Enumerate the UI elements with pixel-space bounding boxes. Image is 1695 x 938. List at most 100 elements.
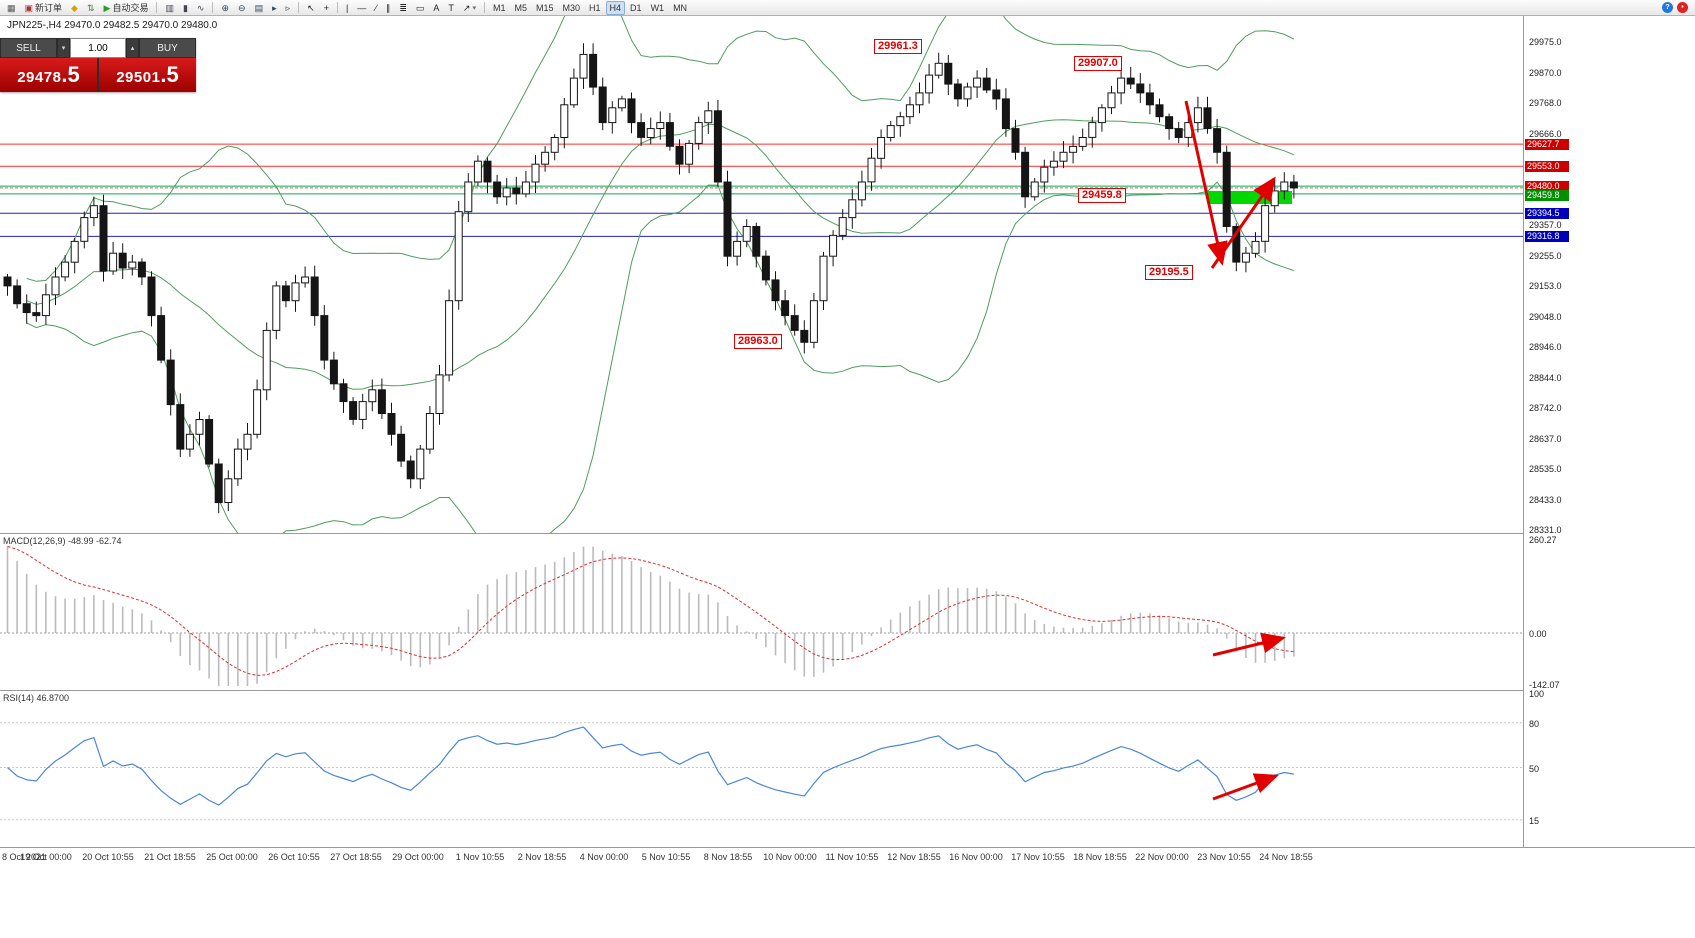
price-axis-label: 28844.0 xyxy=(1529,372,1562,383)
toolbar-separator xyxy=(336,2,338,13)
macd-panel-svg[interactable] xyxy=(0,534,1523,689)
toolbar: ▦ ▣ 新订单 ◆ ⇅ ▶ 自动交易 ▥ ▮ ∿ ⊕ ⊖ ▤ ▸ ▹ ↖ + | ― ∕ ∥ ≣ ▭ A T ↗ ▾ M1 M5 M15 M… xyxy=(0,0,1695,16)
price-axis-label: 28331.0 xyxy=(1529,524,1562,535)
community-icon[interactable]: ? xyxy=(1662,2,1673,13)
time-axis-label: 5 Nov 10:55 xyxy=(641,852,691,862)
trendline-icon[interactable]: ∕ xyxy=(375,2,377,13)
price-axis-badge: 29553.0 xyxy=(1525,161,1569,173)
time-axis[interactable]: 8 Oct 2021 19 Oct 00:00 20 Oct 10:55 21 Oct… xyxy=(0,847,1695,869)
time-axis-label: 10 Nov 00:00 xyxy=(763,852,817,862)
auto-trading-button[interactable]: ▶ 自动交易 xyxy=(103,2,149,14)
rsi-trend-arrow[interactable] xyxy=(1212,773,1279,801)
time-axis-label: 23 Nov 10:55 xyxy=(1197,852,1251,862)
time-axis-label: 22 Nov 00:00 xyxy=(1135,852,1189,862)
line-chart-icon[interactable]: ∿ xyxy=(196,2,205,13)
price-axis[interactable]: 29975.0 29870.0 29768.0 29666.0 29357.0 29255… xyxy=(1523,16,1695,847)
panel-separator[interactable] xyxy=(0,533,1695,534)
rsi-axis-label: 80 xyxy=(1529,718,1540,729)
equidistant-channel-icon[interactable]: ∥ xyxy=(385,2,391,13)
volume-increase-button[interactable]: ▴ xyxy=(126,38,139,58)
rsi-axis-label: 50 xyxy=(1529,763,1540,774)
time-axis-label: 19 Oct 00:00 xyxy=(20,852,72,862)
cursor-icon[interactable]: ↖ xyxy=(307,2,315,13)
price-axis-label: 28433.0 xyxy=(1529,494,1562,505)
bar-chart-icon[interactable]: ▥ xyxy=(165,2,174,13)
time-axis-label: 8 Nov 18:55 xyxy=(703,852,753,862)
price-axis-label: 29870.0 xyxy=(1529,68,1562,79)
trade-panel-header: SELL ▾ ▴ BUY xyxy=(0,38,196,58)
chart-list-icon[interactable]: ⇅ xyxy=(86,2,95,13)
timeframe-d1[interactable]: D1 xyxy=(630,2,642,13)
main-chart-panel[interactable]: JPN225-,H4 29470.0 29482.5 29470.0 29480… xyxy=(0,16,1523,533)
horizontal-line-icon[interactable]: ― xyxy=(357,2,367,13)
candlestick-series xyxy=(3,43,1298,514)
market-watch-icon[interactable]: ◆ xyxy=(71,2,78,13)
auto-scroll-icon[interactable]: ▸ xyxy=(272,2,277,13)
zoom-out-icon[interactable]: ⊖ xyxy=(238,2,246,13)
time-axis-label: 17 Nov 10:55 xyxy=(1011,852,1065,862)
price-axis-label: 29048.0 xyxy=(1529,312,1562,323)
time-axis-label: 21 Oct 18:55 xyxy=(144,852,196,862)
text-icon[interactable]: A xyxy=(433,2,440,13)
trend-arrows[interactable] xyxy=(1184,100,1276,269)
volume-input[interactable] xyxy=(70,38,126,58)
price-axis-badge: 29316.8 xyxy=(1525,231,1569,243)
buy-price-value: 29501 xyxy=(116,69,161,86)
sell-button[interactable]: SELL xyxy=(0,38,57,58)
rsi-panel-svg[interactable] xyxy=(0,691,1523,846)
price-axis-badge: 29480.0 xyxy=(1525,181,1569,193)
toolbar-right-items: ? • xyxy=(1662,2,1692,13)
time-axis-label: 4 Nov 00:00 xyxy=(579,852,629,862)
sell-price-fraction: .5 xyxy=(61,62,80,87)
rsi-label: RSI(14) 46.8700 xyxy=(3,693,70,703)
highlight-zone[interactable] xyxy=(1208,191,1292,204)
bollinger-bands xyxy=(26,16,1295,533)
buy-price-button[interactable]: 29501 .5 xyxy=(99,58,196,92)
text-label-icon[interactable]: T xyxy=(448,2,454,13)
price-axis-label: 29255.0 xyxy=(1529,250,1562,261)
timeframe-h1[interactable]: H1 xyxy=(589,2,601,13)
chart-shift-icon[interactable]: ▹ xyxy=(285,2,291,13)
candlestick-chart-icon[interactable]: ▮ xyxy=(182,2,188,13)
timeframe-h4[interactable]: H4 xyxy=(605,0,626,15)
timeframe-m5[interactable]: M5 xyxy=(514,2,527,13)
crosshair-icon[interactable]: + xyxy=(323,2,329,13)
timeframe-m30[interactable]: M30 xyxy=(562,2,581,13)
timeframe-m15[interactable]: M15 xyxy=(535,2,554,13)
timeframe-w1[interactable]: W1 xyxy=(650,2,665,13)
time-axis-label: 8 Oct 2021 xyxy=(2,852,47,862)
macd-signal-line xyxy=(7,545,1294,676)
price-axis-badge: 29394.5 xyxy=(1525,208,1569,220)
timeframe-mn[interactable]: MN xyxy=(673,2,688,13)
price-axis-badge: 29459.8 xyxy=(1525,190,1569,202)
arrows-tool-icon[interactable]: ↗ ▾ xyxy=(462,2,476,13)
toolbar-separator xyxy=(298,2,300,13)
price-axis-label: 28742.0 xyxy=(1529,402,1562,413)
fibonacci-icon[interactable]: ≣ xyxy=(399,2,407,13)
panel-separator[interactable] xyxy=(0,690,1695,691)
tile-windows-icon[interactable]: ▤ xyxy=(254,2,264,13)
buy-button[interactable]: BUY xyxy=(139,38,196,58)
sell-price-button[interactable]: 29478 .5 xyxy=(0,58,97,92)
horizontal-price-lines[interactable] xyxy=(0,143,1523,237)
trade-panel-prices: 29478 .5 29501 .5 xyxy=(0,58,196,92)
alerts-icon[interactable]: • xyxy=(1677,2,1688,13)
price-axis-label: 29153.0 xyxy=(1529,280,1562,291)
new-chart-icon[interactable]: ▦ xyxy=(7,2,16,13)
new-order-button[interactable]: ▣ 新订单 xyxy=(24,2,63,14)
price-axis-label: 28535.0 xyxy=(1529,464,1562,475)
zoom-in-icon[interactable]: ⊕ xyxy=(221,2,230,13)
volume-decrease-button[interactable]: ▾ xyxy=(57,38,70,58)
rsi-axis-label: 15 xyxy=(1529,815,1540,826)
price-axis-label: 28946.0 xyxy=(1529,342,1562,353)
timeframe-m1[interactable]: M1 xyxy=(492,2,506,13)
time-axis-label: 26 Oct 10:55 xyxy=(268,852,320,862)
price-axis-label: 29975.0 xyxy=(1529,37,1562,47)
macd-label: MACD(12,26,9) -48.99 -62.74 xyxy=(3,536,122,546)
toolbar-items: ▦ ▣ 新订单 ◆ ⇅ ▶ 自动交易 ▥ ▮ ∿ ⊕ ⊖ ▤ ▸ ▹ ↖ + | ― ∕ ∥ ≣ ▭ A T ↗ ▾ M1 M5 M15 M… xyxy=(3,0,691,15)
chart-ohlc-header: JPN225-,H4 29470.0 29482.5 29470.0 29480… xyxy=(7,20,218,31)
time-axis-label: 11 Nov 10:55 xyxy=(825,852,879,862)
macd-trend-arrow[interactable] xyxy=(1212,632,1286,657)
shapes-icon[interactable]: ▭ xyxy=(415,2,425,13)
vertical-line-icon[interactable]: | xyxy=(345,2,349,13)
